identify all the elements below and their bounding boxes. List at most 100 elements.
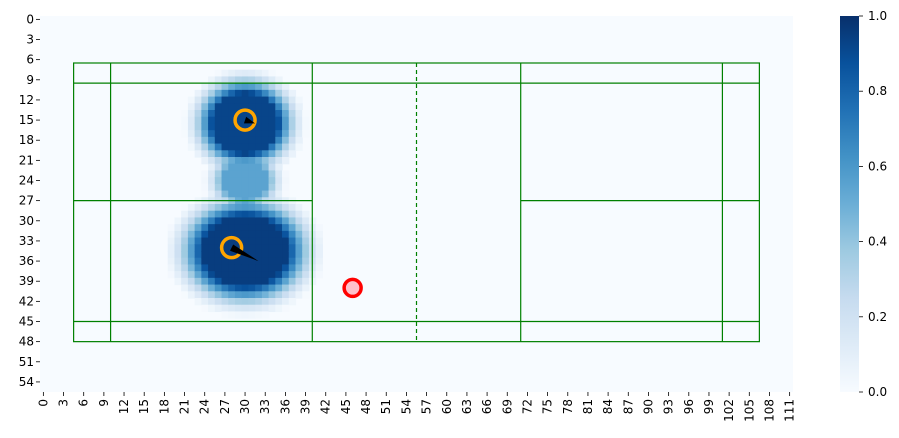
heat-cell — [255, 284, 263, 292]
heat-cell — [201, 96, 209, 104]
heat-cell — [282, 170, 290, 178]
heat-cell — [187, 143, 196, 151]
heat-cell — [194, 210, 202, 219]
heat-cell — [228, 136, 236, 145]
heat-cell — [208, 257, 216, 266]
heat-cell — [167, 271, 176, 279]
heat-cell — [275, 210, 283, 219]
heat-cell — [288, 237, 297, 245]
heat-cell — [255, 130, 263, 138]
heat-cell — [248, 230, 256, 239]
heat-cell — [295, 244, 303, 252]
heat-cell — [228, 96, 236, 104]
heat-cell — [174, 251, 182, 259]
heat-cell — [221, 257, 229, 266]
heat-cell — [234, 69, 243, 78]
heat-cell — [268, 230, 276, 239]
heat-cell — [288, 251, 297, 259]
heat-cell — [248, 76, 256, 84]
heat-cell — [221, 204, 229, 212]
heat-cell — [248, 291, 256, 299]
heat-cell — [228, 130, 236, 138]
heat-cell — [234, 183, 243, 192]
heat-cell — [174, 217, 182, 225]
heat-cell — [255, 230, 263, 239]
heat-cell — [248, 284, 256, 292]
heat-cell — [275, 123, 283, 131]
heat-cell — [302, 237, 310, 245]
heat-cell — [187, 96, 196, 104]
heat-cell — [208, 163, 216, 172]
x-tick-label: 45 — [339, 399, 353, 414]
heat-cell — [255, 163, 263, 172]
heat-cell — [241, 183, 250, 192]
heat-cell — [221, 244, 229, 252]
heat-cell — [228, 183, 236, 192]
heat-cell — [208, 277, 216, 286]
heat-cell — [268, 264, 276, 272]
heat-cell — [268, 170, 276, 178]
heat-cell — [201, 136, 209, 145]
heat-cell — [315, 230, 323, 239]
heat-cell — [194, 103, 202, 111]
heat-cell — [248, 304, 256, 313]
heat-cell — [187, 116, 196, 125]
heat-cell — [282, 244, 290, 252]
heat-cell — [194, 96, 202, 104]
heat-cell — [282, 251, 290, 259]
heat-cell — [268, 217, 276, 225]
heat-cell — [187, 217, 196, 225]
heat-cell — [261, 244, 270, 252]
heat-cell — [275, 190, 283, 198]
heat-cell — [302, 123, 310, 131]
heat-cell — [167, 264, 176, 272]
heat-cell — [255, 76, 263, 84]
heat-cell — [248, 277, 256, 286]
heat-cell — [221, 190, 229, 198]
heat-cell — [221, 96, 229, 104]
heat-cell — [295, 237, 303, 245]
heat-cell — [241, 271, 250, 279]
heat-cell — [208, 177, 216, 185]
heat-cell — [261, 170, 270, 178]
heat-cell — [288, 110, 297, 118]
colorbar-tick-label: 0.2 — [868, 310, 887, 324]
heat-cell — [255, 136, 263, 145]
heat-cell — [234, 244, 243, 252]
heat-cell — [248, 177, 256, 185]
heat-cell — [241, 123, 250, 131]
heat-cell — [315, 257, 323, 266]
heat-cell — [201, 277, 209, 286]
heat-cell — [241, 163, 250, 172]
heat-cell — [228, 224, 236, 232]
heat-cell — [302, 244, 310, 252]
heat-cell — [261, 163, 270, 172]
heat-cell — [255, 251, 263, 259]
heat-cell — [261, 291, 270, 299]
heat-cell — [228, 83, 236, 91]
heat-cell — [214, 110, 223, 118]
heat-cell — [275, 96, 283, 104]
heat-cell — [234, 271, 243, 279]
heat-cell — [248, 271, 256, 279]
heat-cell — [295, 110, 303, 118]
heat-cell — [181, 224, 189, 232]
heat-cell — [208, 123, 216, 131]
heat-cell — [282, 217, 290, 225]
x-tick-label: 15 — [137, 399, 151, 414]
heat-cell — [295, 257, 303, 266]
y-tick-label: 48 — [19, 335, 34, 349]
heat-cell — [214, 251, 223, 259]
heat-cell — [201, 110, 209, 118]
heat-cell — [228, 157, 236, 165]
x-tick-label: 3 — [57, 399, 71, 407]
heat-cell — [268, 244, 276, 252]
heat-cell — [201, 143, 209, 151]
heat-cell — [208, 264, 216, 272]
heat-cell — [214, 244, 223, 252]
heat-cell — [282, 110, 290, 118]
heat-cell — [228, 257, 236, 266]
heat-cell — [255, 210, 263, 219]
heat-cell — [221, 163, 229, 172]
heat-cell — [208, 217, 216, 225]
